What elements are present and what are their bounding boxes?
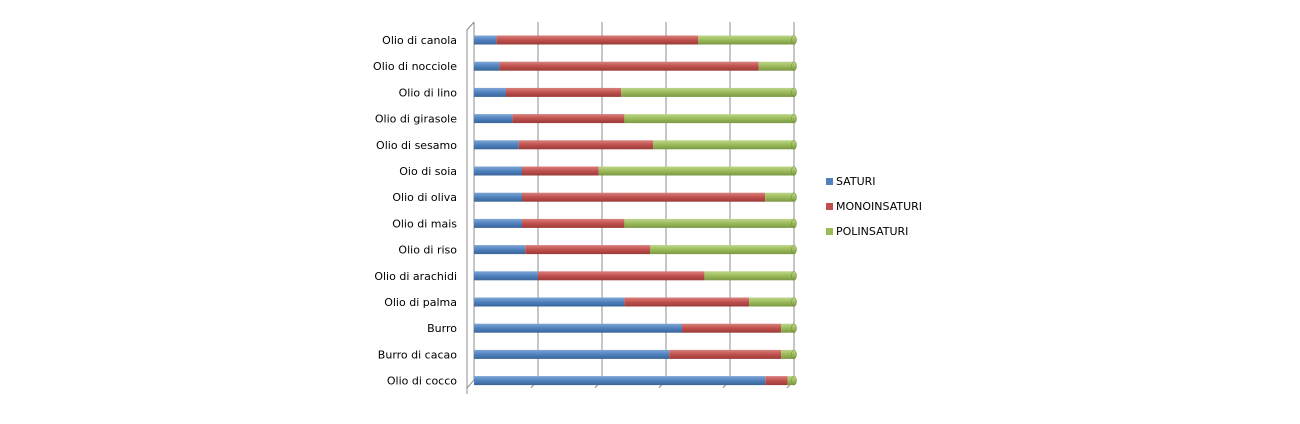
bar-segment-saturi — [474, 61, 500, 71]
bar-end-cap — [791, 271, 797, 281]
bar-segment-saturi — [474, 297, 625, 307]
bar-segment-monoinsaturi — [538, 271, 705, 281]
bar-segment-monoinsaturi — [512, 114, 625, 124]
bar-segment-polinsaturi — [624, 114, 794, 124]
category-label: Olio di cocco — [387, 375, 457, 388]
category-label: Burro di cacao — [378, 348, 457, 361]
category-label: Olio di canola — [382, 34, 457, 47]
category-label: Olio di palma — [384, 296, 457, 309]
bar-segment-saturi — [474, 349, 670, 359]
bar-segment-monoinsaturi — [682, 323, 782, 333]
bar-end-cap — [791, 192, 797, 202]
bar-segment-polinsaturi — [749, 297, 794, 307]
bar-end-cap — [791, 61, 797, 71]
bar-segment-monoinsaturi — [669, 349, 782, 359]
bar-end-cap — [791, 297, 797, 307]
category-label: Olio di mais — [392, 217, 457, 230]
bar-segment-monoinsaturi — [525, 245, 650, 255]
bar-segment-saturi — [474, 35, 497, 45]
bar-end-cap — [791, 375, 797, 386]
category-label: Olio di lino — [399, 86, 458, 99]
legend-label: POLINSATURI — [836, 225, 908, 238]
bar-segment-saturi — [474, 192, 522, 202]
bar-end-cap — [791, 140, 797, 150]
bar-segment-saturi — [474, 87, 506, 97]
bar-segment-polinsaturi — [624, 218, 794, 228]
bar-segment-monoinsaturi — [624, 297, 750, 307]
bar-end-cap — [791, 323, 797, 333]
side-wall-top — [466, 21, 475, 31]
category-label: Olio di oliva — [392, 191, 457, 204]
bar-end-cap — [791, 166, 797, 176]
bar-end-cap — [791, 87, 797, 98]
legend-swatch — [826, 178, 833, 185]
bar-segment-saturi — [474, 245, 526, 255]
category-label: Olio di riso — [398, 244, 457, 257]
bar-segment-polinsaturi — [765, 192, 794, 202]
bar-end-cap — [791, 349, 797, 360]
bar-segment-monoinsaturi — [522, 192, 766, 202]
bar-segment-monoinsaturi — [518, 140, 654, 150]
bar-segment-saturi — [474, 218, 522, 228]
bar-segment-saturi — [474, 114, 513, 124]
bar-segment-monoinsaturi — [522, 218, 625, 228]
bar-segment-polinsaturi — [650, 245, 794, 255]
bar-end-cap — [791, 218, 797, 229]
bar-end-cap — [791, 244, 797, 255]
bar-segment-polinsaturi — [698, 35, 794, 45]
legend-swatch — [826, 203, 833, 210]
bar-segment-saturi — [474, 323, 682, 333]
legend-label: MONOINSATURI — [836, 200, 922, 213]
bar-segment-polinsaturi — [598, 166, 794, 176]
bar-segment-polinsaturi — [653, 140, 794, 150]
category-label: Olio di arachidi — [374, 270, 457, 283]
bar-end-cap — [791, 113, 797, 124]
bar-segment-polinsaturi — [758, 61, 794, 71]
bar-segment-saturi — [474, 166, 522, 176]
bar-segment-monoinsaturi — [765, 376, 788, 386]
bar-segment-polinsaturi — [787, 376, 794, 386]
legend: SATURI MONOINSATURI POLINSATURI — [826, 175, 922, 238]
category-label: Burro — [427, 322, 457, 335]
bar-segment-monoinsaturi — [499, 61, 759, 71]
bar-segment-polinsaturi — [781, 349, 794, 359]
category-label: Olio di nocciole — [373, 60, 457, 73]
category-label: Olio di sesamo — [376, 139, 457, 152]
bar-segment-polinsaturi — [704, 271, 794, 281]
bar-segment-monoinsaturi — [506, 87, 622, 97]
gridlines — [466, 21, 795, 394]
bar-segment-saturi — [474, 271, 538, 281]
bars — [474, 35, 797, 386]
category-labels: Olio di canola Olio di nocciole Olio di li… — [373, 34, 457, 388]
bar-segment-monoinsaturi — [496, 35, 698, 45]
legend-swatch — [826, 228, 833, 235]
legend-label: SATURI — [836, 175, 876, 188]
bar-segment-polinsaturi — [621, 87, 794, 97]
bar-segment-polinsaturi — [781, 323, 794, 333]
bar-segment-saturi — [474, 376, 766, 386]
floor-gridline — [466, 379, 475, 389]
category-label: Oio di soia — [399, 165, 457, 178]
category-label: Olio di girasole — [375, 113, 457, 126]
bar-end-cap — [791, 35, 797, 45]
bar-segment-saturi — [474, 140, 519, 150]
bar-segment-monoinsaturi — [522, 166, 599, 176]
